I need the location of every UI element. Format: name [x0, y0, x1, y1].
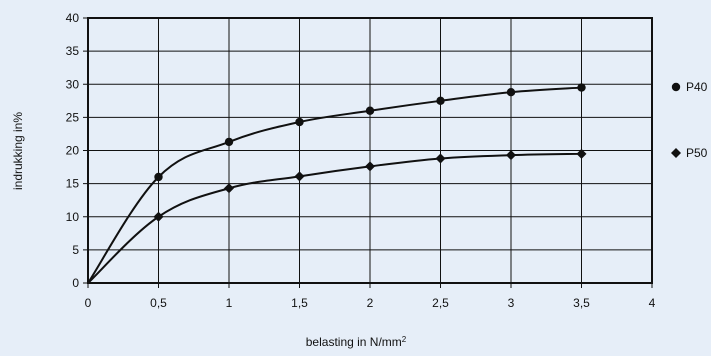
grid: [88, 18, 652, 283]
y-tick-label: 40: [66, 11, 80, 25]
data-point-p40: [577, 83, 586, 92]
legend-label: P50: [686, 146, 708, 160]
legend: P40 P50: [671, 80, 708, 160]
data-point-p50: [506, 150, 516, 161]
y-tick-label: 5: [72, 243, 79, 257]
legend-marker-p40: [671, 82, 681, 92]
x-tick-label: 4: [649, 296, 656, 310]
y-tick-label: 30: [66, 77, 80, 91]
x-axis-title: belasting in N/mm2: [306, 335, 407, 350]
legend-item-p50: P50: [671, 146, 708, 160]
x-tick-label: 0: [85, 296, 92, 310]
data-point-p40: [154, 172, 163, 182]
x-tick-label: 3,5: [573, 296, 590, 310]
y-tick-label: 25: [66, 110, 80, 124]
x-axis-title-text: belasting in N/mm: [306, 335, 402, 349]
data-point-p40: [295, 117, 304, 127]
x-tick-label: 1: [226, 296, 233, 310]
legend-marker-p50: [671, 148, 681, 158]
axes: 0 5 10 15 20 25 30 35 40 0 0,5 1 1,5 2 2,5 3 3,5 4: [66, 11, 656, 310]
x-tick-label: 2: [367, 296, 374, 310]
legend-label: P40: [686, 80, 708, 94]
data-point-p40: [436, 96, 445, 106]
series-p50: [87, 148, 587, 284]
data-point-p50: [294, 171, 305, 182]
data-point-p40: [506, 88, 516, 97]
x-tick-label: 2,5: [432, 296, 449, 310]
y-tick-label: 15: [66, 177, 80, 191]
legend-item-p40: P40: [671, 80, 708, 94]
y-tick-label: 10: [66, 210, 80, 224]
y-tick-label: 35: [66, 44, 80, 58]
y-tick-label: 0: [72, 276, 79, 290]
data-point-p50: [153, 211, 164, 222]
x-axis-title-superscript: 2: [402, 335, 407, 344]
data-point-p50: [435, 153, 446, 164]
plot-frame: [87, 17, 653, 284]
data-point-p50: [365, 161, 375, 172]
data-point-p50: [576, 148, 587, 159]
data-point-p40: [224, 137, 234, 147]
series-layer: [87, 83, 587, 284]
x-tick-label: 1,5: [291, 296, 308, 310]
data-point-p50: [224, 183, 234, 194]
data-point-p40: [365, 106, 375, 115]
y-tick-label: 20: [66, 144, 80, 158]
y-axis-title: indrukking in%: [11, 112, 25, 190]
x-tick-label: 3: [508, 296, 515, 310]
series-p40: [87, 83, 586, 284]
x-tick-label: 0,5: [150, 296, 167, 310]
